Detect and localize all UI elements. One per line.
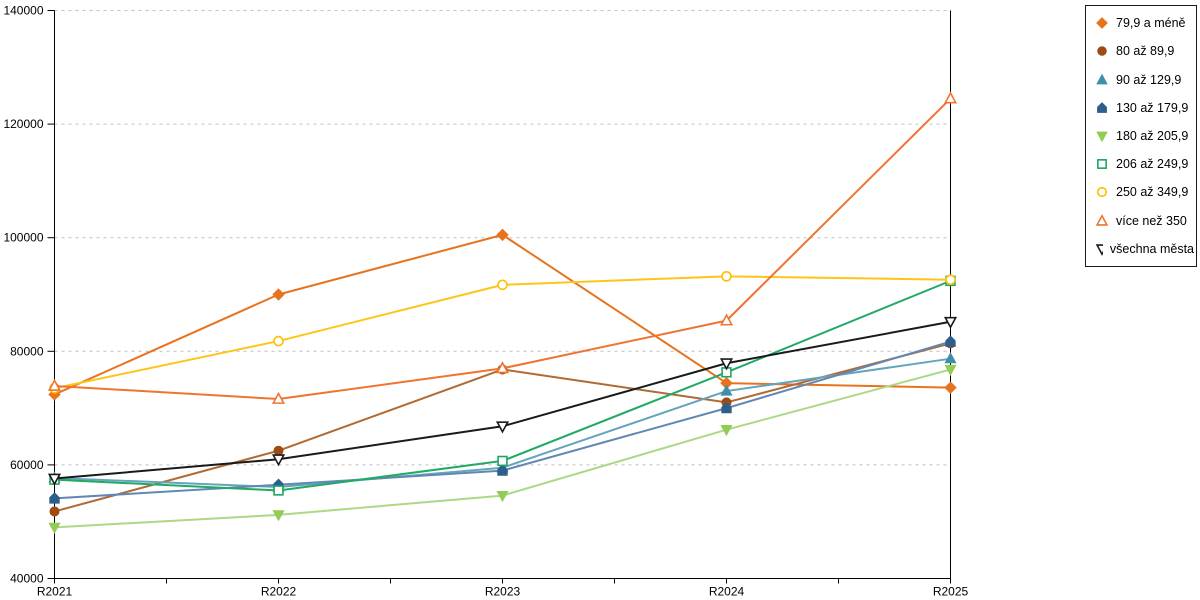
legend-label: 90 až 129,9	[1116, 72, 1182, 87]
legend: 79,9 a méně 80 až 89,9 90 až 129,9 130 až 1…	[1085, 5, 1197, 267]
legend-item-7: více než 350	[1095, 214, 1194, 228]
triangle-down-marker-icon	[1095, 244, 1103, 256]
data-point	[719, 313, 734, 326]
y-tick-label: 60000	[10, 458, 44, 472]
data-point	[495, 421, 510, 434]
legend-label: 180 až 205,9	[1116, 128, 1189, 143]
data-point	[720, 384, 733, 396]
legend-label: 79,9 a méně	[1116, 16, 1186, 31]
legend-label: 206 až 249,9	[1116, 157, 1189, 172]
legend-item-5: 206 až 249,9	[1095, 157, 1194, 171]
triangle-up-marker-icon	[1095, 213, 1109, 226]
data-point	[49, 506, 60, 517]
legend-item-8: všechna města	[1095, 242, 1194, 256]
x-tick-label: R2021	[37, 585, 73, 599]
diamond-marker-icon	[1096, 17, 1108, 30]
data-point	[271, 454, 286, 467]
triangle-up-marker-icon	[1095, 213, 1109, 226]
x-tick-label: R2025	[933, 585, 969, 599]
triangle-up-marker-icon	[1096, 73, 1108, 84]
triangle-down-marker-icon	[1096, 131, 1108, 143]
triangle-down-marker-icon	[1095, 244, 1103, 256]
data-point	[496, 228, 509, 242]
data-point	[945, 335, 956, 347]
data-point	[47, 473, 62, 486]
legend-label: 130 až 179,9	[1116, 100, 1189, 115]
legend-label: všechna města	[1109, 241, 1194, 256]
series-7	[47, 91, 958, 404]
triangle-down-marker-icon	[1096, 131, 1108, 143]
y-tick-label: 120000	[3, 117, 43, 131]
legend-item-4: 180 až 205,9	[1095, 129, 1194, 143]
diamond-marker-icon	[1096, 17, 1108, 30]
circle-marker-icon	[1096, 187, 1108, 198]
data-point	[497, 455, 508, 467]
data-point	[497, 464, 508, 476]
circle-marker-icon	[1096, 187, 1108, 198]
legend-label: více než 350	[1116, 213, 1187, 228]
legend-item-0: 79,9 a méně	[1095, 16, 1194, 30]
legend-item-1: 80 až 89,9	[1095, 44, 1194, 58]
y-tick-label: 100000	[3, 231, 43, 245]
y-tick-label: 140000	[3, 4, 43, 18]
circle-marker-icon	[1097, 46, 1107, 57]
data-point	[48, 522, 61, 534]
legend-item-6: 250 až 349,9	[1095, 185, 1194, 199]
data-point	[273, 445, 284, 456]
y-tick-label: 40000	[10, 572, 44, 586]
data-point	[944, 352, 957, 364]
data-point	[273, 485, 284, 496]
data-point	[272, 288, 285, 301]
data-point	[721, 271, 732, 282]
data-point	[944, 364, 957, 377]
pentagon-marker-icon	[1097, 101, 1107, 113]
square-marker-icon	[1097, 159, 1107, 170]
x-tick-label: R2022	[261, 585, 297, 599]
data-point	[272, 510, 285, 522]
x-tick-label: R2024	[709, 585, 745, 599]
data-point	[497, 279, 508, 291]
data-point	[719, 358, 734, 371]
data-point	[945, 274, 956, 286]
data-point	[943, 91, 958, 104]
data-point	[943, 316, 958, 329]
y-tick-label: 80000	[10, 344, 44, 358]
legend-label: 80 až 89,9	[1116, 44, 1175, 59]
data-point	[271, 391, 286, 404]
series-3	[49, 335, 956, 504]
circle-marker-icon	[1097, 46, 1107, 57]
triangle-up-marker-icon	[1096, 73, 1108, 84]
legend-label: 250 až 349,9	[1116, 185, 1189, 200]
legend-item-2: 90 až 129,9	[1095, 73, 1194, 87]
x-tick-label: R2023	[485, 585, 521, 599]
data-point	[721, 401, 732, 414]
series-4	[48, 364, 957, 534]
pentagon-marker-icon	[1097, 101, 1107, 113]
data-point	[720, 425, 733, 437]
data-point	[47, 378, 62, 391]
series-line-8	[53, 320, 952, 480]
data-point	[496, 490, 509, 503]
series-line-7	[53, 97, 952, 401]
data-point	[49, 492, 60, 504]
series-6	[49, 271, 956, 394]
series-8	[47, 316, 958, 486]
axes: 40000 60000 80000 100000 120000 140000 R2021 R2…	[3, 4, 968, 599]
square-marker-icon	[1097, 159, 1107, 170]
data-point	[495, 361, 510, 374]
legend-item-3: 130 až 179,9	[1095, 101, 1194, 115]
data-point	[273, 335, 284, 347]
data-point	[944, 381, 957, 394]
